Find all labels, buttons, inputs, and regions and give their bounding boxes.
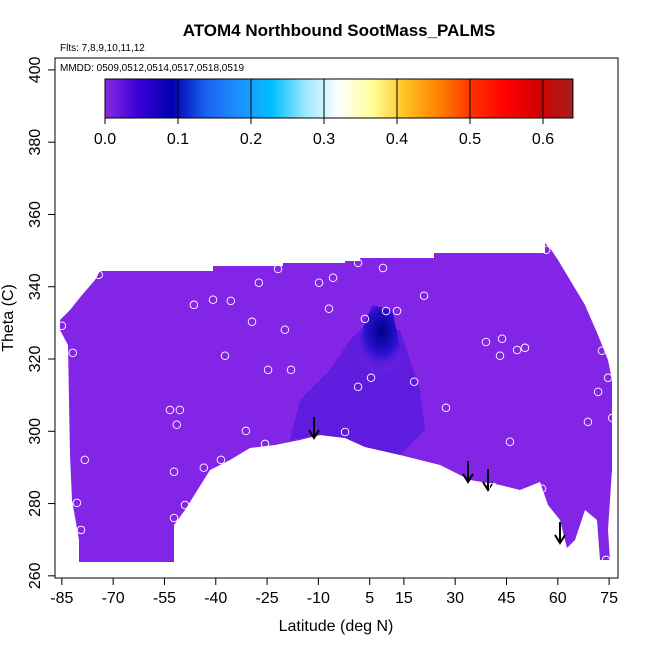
observation-point [353, 258, 363, 268]
observation-point [94, 270, 104, 280]
colorbar [104, 78, 574, 119]
observation-point [586, 543, 596, 553]
observation-point [286, 365, 296, 375]
observation-point [505, 437, 515, 447]
observation-point [419, 291, 429, 301]
observation-point [378, 263, 388, 273]
observation-point [260, 439, 270, 449]
observation-point [328, 273, 338, 282]
x-tick-label: -40 [204, 590, 227, 607]
y-tick-label: 380 [27, 129, 44, 156]
x-tick-label: -85 [50, 590, 73, 607]
dates-note: MMDD: 0509,0512,0514,0517,0518,0519 [60, 63, 244, 74]
chart-title: ATOM4 Northbound SootMass_PALMS [183, 21, 496, 40]
x-tick-label: 5 [365, 590, 374, 607]
observation-point [273, 264, 283, 274]
y-tick-label: 400 [27, 56, 44, 83]
observation-point [220, 351, 230, 361]
y-tick-label: 320 [27, 346, 44, 373]
observation-point [601, 555, 611, 565]
observation-point [366, 373, 376, 383]
observation-point [481, 337, 491, 347]
observation-point [512, 345, 522, 355]
observation-point [314, 278, 324, 288]
observation-point [340, 427, 350, 437]
x-tick-label: -10 [307, 590, 330, 607]
arrows [308, 417, 566, 545]
observation-point [199, 463, 209, 473]
observation-point [381, 306, 391, 316]
colorbar-tick-label: 0.0 [94, 131, 116, 148]
observation-point [593, 387, 603, 397]
x-tick-label: 45 [498, 590, 516, 607]
observation-point [360, 314, 370, 324]
observation-point [441, 403, 451, 413]
observation-point [280, 325, 290, 334]
observation-point [226, 296, 236, 306]
observation-point [597, 346, 607, 355]
y-tick-label: 340 [27, 273, 44, 300]
observation-point [72, 498, 82, 508]
observation-point [495, 351, 505, 361]
x-tick-label: -70 [102, 590, 125, 607]
observation-point [180, 500, 190, 510]
observation-point [537, 484, 547, 493]
arrow [462, 461, 474, 484]
arrow [308, 417, 320, 440]
observation-point [241, 426, 251, 436]
x-tick-label: 75 [600, 590, 618, 607]
colorbar-tick-label: 0.4 [386, 131, 408, 148]
observation-point [165, 405, 175, 415]
field [60, 243, 612, 562]
observation-point [172, 420, 182, 430]
plot-frame [54, 57, 619, 579]
observation-point [169, 467, 179, 477]
x-tick-label: 15 [395, 590, 413, 607]
observation-point [57, 321, 67, 331]
colorbar-tick-label: 0.2 [240, 131, 262, 148]
y-axis-label: Theta (C) [0, 284, 17, 352]
observation-point [76, 525, 86, 535]
observation-point [409, 377, 419, 387]
observation-point [603, 373, 613, 383]
arrow [554, 522, 566, 545]
x-tick-label: -55 [153, 590, 176, 607]
observation-point [175, 405, 185, 415]
x-axis-label: Latitude (deg N) [279, 618, 394, 635]
observation-point [520, 343, 530, 353]
y-tick-label: 280 [27, 490, 44, 517]
observation-point [68, 348, 78, 358]
x-tick-label: 60 [549, 590, 567, 607]
observation-point [247, 317, 257, 327]
x-tick-label: 30 [446, 590, 464, 607]
x-tick-label: -25 [256, 590, 279, 607]
y-tick-label: 260 [27, 562, 44, 589]
observation-point [353, 382, 363, 392]
colorbar-tick-label: 0.5 [459, 131, 481, 148]
observation-point [80, 455, 90, 465]
colorbar-tick-label: 0.6 [532, 131, 554, 148]
observation-point [169, 513, 179, 523]
observation-point [263, 365, 273, 375]
observation-point [541, 245, 551, 255]
colorbar-tick-label: 0.3 [313, 131, 335, 148]
observation-point [583, 417, 593, 427]
observation-point [216, 455, 226, 465]
flights-note: Flts: 7,8,9,10,11,12 [60, 43, 145, 54]
observation-point [324, 304, 334, 314]
y-tick-label: 360 [27, 201, 44, 228]
observation-point [208, 295, 218, 305]
observation-point [497, 334, 507, 344]
observation-point [254, 278, 264, 288]
observation-point [567, 549, 577, 559]
observation-point [189, 300, 199, 310]
observation-point [607, 413, 617, 423]
colorbar-tick-label: 0.1 [167, 131, 189, 148]
observation-point [392, 306, 402, 316]
arrow [482, 469, 494, 492]
y-tick-label: 300 [27, 418, 44, 445]
observation-point [488, 482, 498, 492]
field-maximum [355, 305, 408, 380]
